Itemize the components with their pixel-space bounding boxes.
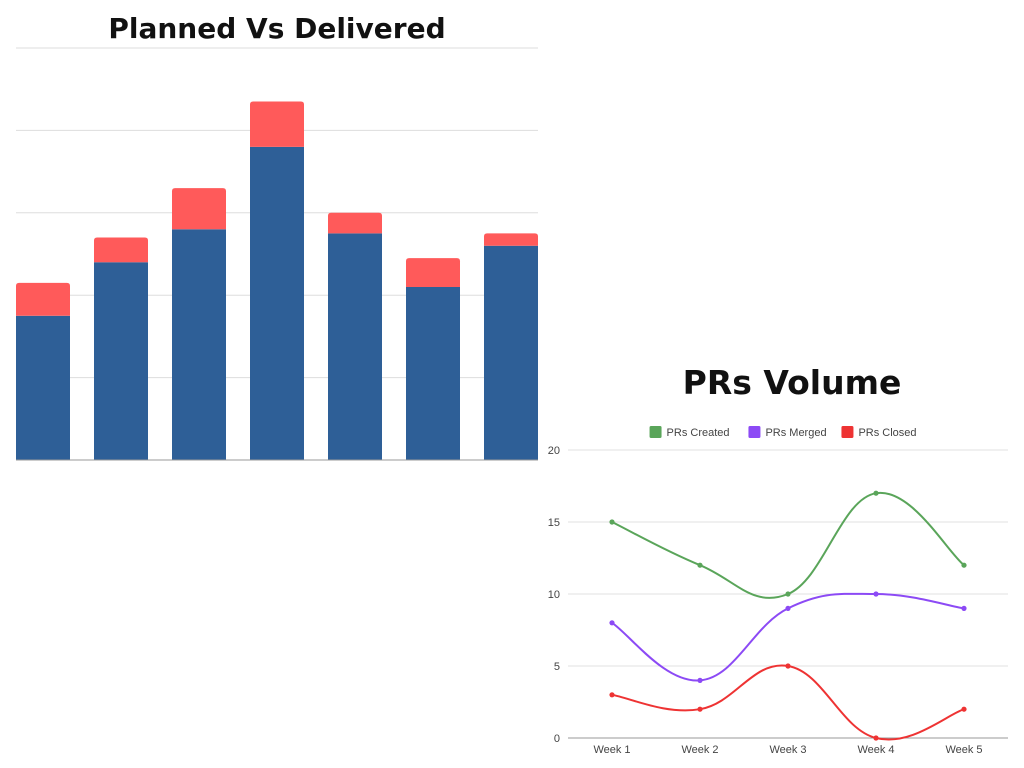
legend-swatch [841,426,854,438]
y-tick-label: 5 [554,661,560,673]
data-point [785,663,791,669]
data-point [609,692,615,698]
line-chart: 0 5 10 15 20 Week 1 Week 2 Week 3 Week 4 Week 5 PR… [548,426,1008,756]
data-point [609,519,615,525]
x-tick-label: Week 4 [857,744,894,756]
x-tick-label: Week 2 [681,744,718,756]
y-tick-label: 10 [548,589,560,601]
data-point [961,562,967,568]
data-point [785,591,791,597]
y-tick-label: 15 [548,517,560,529]
y-tick-label: 20 [548,445,560,457]
data-point [609,620,615,626]
bar-segment [250,101,304,147]
legend: PRs Created PRs Merged PRs Closed [649,426,917,439]
bar-segment [484,245,538,460]
bar-segment [328,233,382,460]
bar-segment [484,233,538,246]
bar-segment [94,262,148,460]
series-line [611,492,965,599]
y-tick-label: 0 [554,733,560,745]
data-point [961,706,967,712]
bar-segment [406,258,460,287]
bar-segment [406,286,460,460]
legend-swatch [748,426,761,438]
data-point [785,605,791,612]
x-tick-label: Week 3 [769,744,806,756]
data-point [697,677,703,684]
bar-segment [172,188,226,230]
bar-segment [16,315,70,460]
data-point [697,562,703,568]
data-point [873,591,879,597]
x-tick-label: Week 5 [945,744,982,756]
data-point [873,735,879,741]
bar-chart-title: Planned Vs Delivered [108,12,446,45]
legend-label: PRs Merged [765,427,826,439]
bar-segment [94,237,148,263]
x-tick-label: Week 1 [593,744,630,756]
legend-label: PRs Closed [858,427,916,439]
bar-segment [172,229,226,460]
bar-chart [16,47,538,461]
data-point [961,605,967,612]
series-line [611,664,965,741]
bar-segment [250,146,304,460]
legend-swatch [649,426,662,438]
line-chart-title: PRs Volume [682,363,902,402]
legend-label: PRs Created [667,427,730,439]
series-line [611,592,965,682]
data-point [873,490,879,496]
data-point [697,706,703,712]
bar-segment [16,282,70,316]
bar-segment [328,212,382,234]
